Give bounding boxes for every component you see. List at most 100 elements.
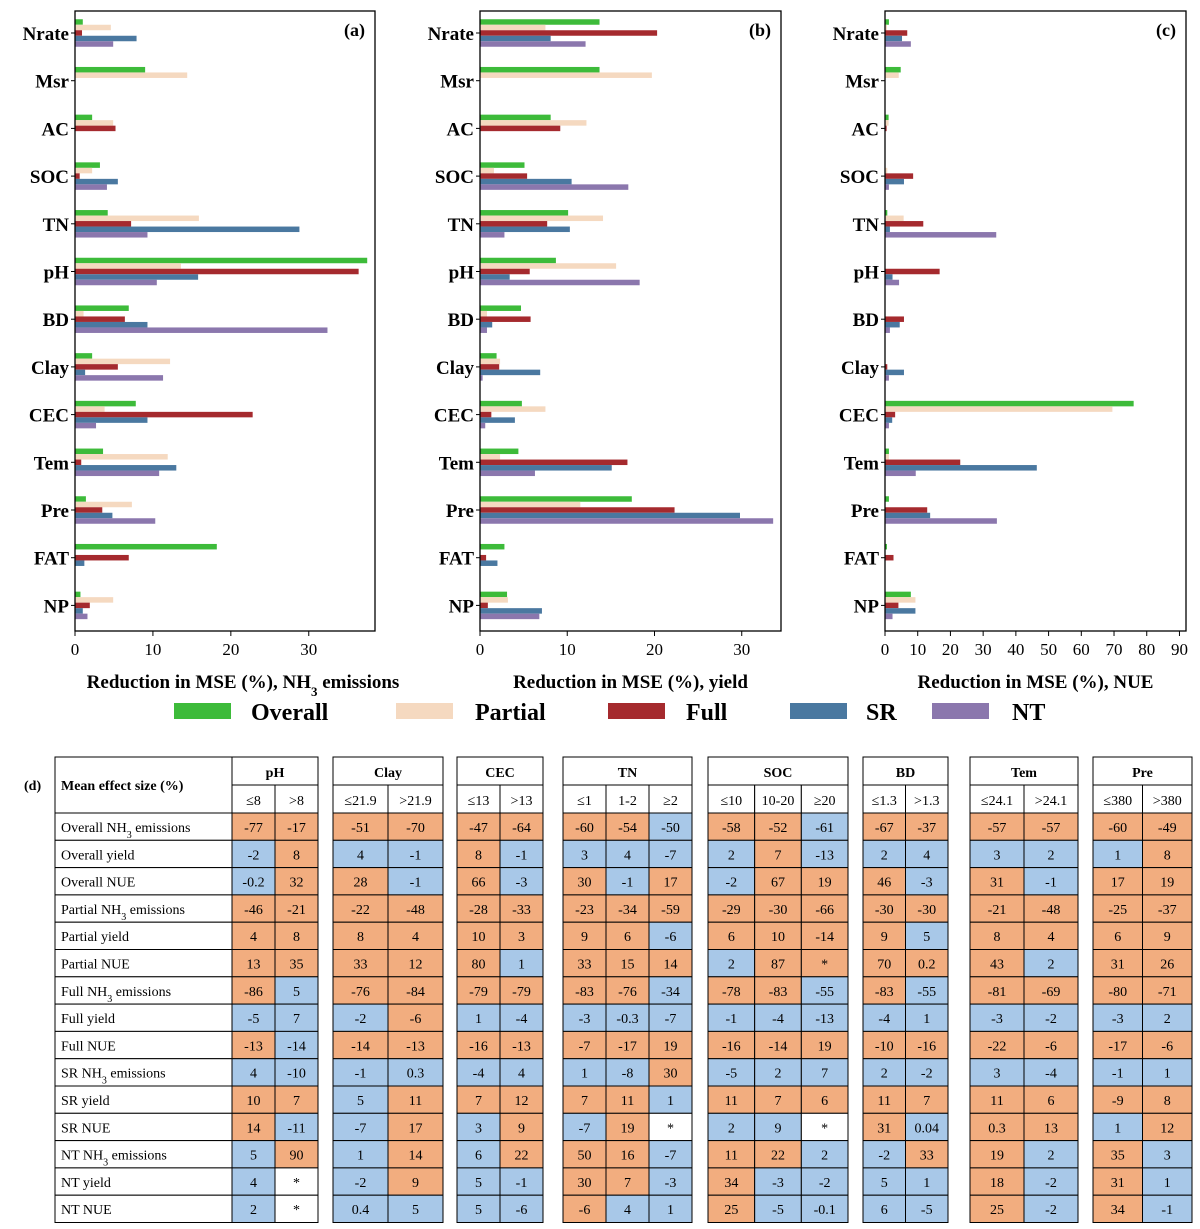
table-cell (1142, 1085, 1193, 1114)
table-cell-value: -5 (772, 1203, 784, 1218)
row-label-main: SR NH (61, 1067, 102, 1082)
table-cell-value: -10 (287, 1067, 306, 1082)
table-cell-value: 6 (821, 1094, 828, 1109)
group-header: pH (266, 766, 285, 781)
table-cell-value: 5 (250, 1149, 257, 1164)
bar-tn-overall (885, 210, 888, 216)
panel-c: Nrate Msr AC SOC TN pH BD Clay CEC Tem Pre FAT NP 0 10… (833, 10, 1188, 693)
bar-pre-overall (885, 496, 889, 502)
table-cell-value: 2 (1048, 958, 1055, 973)
table-cell-value: 3 (475, 1121, 482, 1136)
table-cell (754, 1030, 802, 1060)
bar-clay-overall (480, 353, 497, 359)
bar-soc-partial (480, 167, 494, 174)
bin-header: ≤10 (720, 794, 742, 809)
plot-frame (479, 10, 782, 632)
table-cell (754, 921, 802, 951)
table-cell (707, 1140, 756, 1169)
bar-bd-sr (480, 321, 493, 328)
x-tick-label: 50 (1040, 640, 1057, 659)
row-label-main: Overall NUE (61, 876, 135, 891)
bar-nrate-sr (480, 35, 551, 42)
row-label-main: SR NUE (61, 1121, 110, 1136)
table-cell (1092, 839, 1143, 869)
table-cell-value: 2 (728, 958, 735, 973)
table-cell (274, 1058, 319, 1087)
table-cell-value: 6 (1114, 930, 1121, 945)
table-cell (231, 1167, 276, 1196)
table-cell (862, 867, 906, 896)
table-cell-value: -49 (1158, 821, 1177, 836)
table-cell (456, 1167, 501, 1196)
table-cell-value: -4 (473, 1067, 485, 1082)
table-cell-value: -76 (351, 985, 370, 1000)
table-cell (231, 1030, 276, 1060)
row-label-main: NT NH (61, 1149, 103, 1164)
table-cell-value: * (293, 1176, 300, 1191)
table-cell (274, 1167, 319, 1196)
table-cell (707, 1112, 756, 1142)
bar-soc-sr (75, 178, 118, 185)
table-cell (387, 1140, 444, 1169)
bin-header-cell (969, 784, 1025, 814)
table-cell (231, 839, 276, 869)
bar-cec-full (75, 411, 253, 418)
bar-tem-nt (480, 470, 535, 477)
table-cell-value: -16 (917, 1039, 936, 1054)
table-group-tem: Tem≤24.1-57331-21843-81-3-223110.3191825… (969, 756, 1079, 1223)
table-cell (1023, 1112, 1079, 1142)
table-cell-value: -79 (469, 985, 488, 1000)
category-label: pH (44, 263, 70, 284)
bin-header: >24.1 (1035, 794, 1067, 809)
table-cell (1023, 1140, 1079, 1169)
bar-cec-overall (885, 400, 1134, 407)
table-cell-value: 17 (1111, 876, 1125, 891)
bin-header: >21.9 (399, 794, 431, 809)
table-cell (800, 867, 849, 896)
table-cell-value: 5 (475, 1203, 482, 1218)
table-cell-value: 11 (990, 1094, 1003, 1109)
bar-fat-overall (480, 543, 505, 550)
table-cell-value: -2 (355, 1176, 367, 1191)
bar-nrate-full (885, 30, 908, 36)
table-cell (605, 894, 650, 923)
table-cell-value: 33 (354, 958, 368, 973)
table-cell-value: 19 (621, 1121, 635, 1136)
table-cell (456, 949, 501, 978)
table-cell-value: 12 (1160, 1121, 1174, 1136)
category-label: SOC (435, 167, 474, 188)
table-cell-value: 9 (1164, 930, 1171, 945)
table-cell (707, 839, 756, 869)
table-cell (499, 1167, 544, 1196)
row-label-sub: 3 (127, 830, 132, 841)
table-cell-value: -6 (410, 1012, 422, 1027)
bar-pre-partial (75, 501, 132, 508)
table-cell (905, 894, 949, 923)
table-cell-value: 67 (771, 876, 785, 891)
table-cell (905, 1194, 949, 1223)
bar-clay-full (75, 364, 118, 370)
table-cell (456, 1112, 501, 1142)
legend-label-overall: Overall (251, 700, 329, 726)
bar-cec-nt (885, 422, 889, 429)
table-cell (905, 839, 949, 869)
bin-header-cell (648, 784, 693, 814)
table-cell-value: 5 (293, 985, 300, 1000)
table-cell (274, 867, 319, 896)
table-cell-value: 66 (472, 876, 486, 891)
table-cell-value: 19 (818, 876, 832, 891)
table-cell (274, 921, 319, 951)
bar-nrate-overall (480, 19, 600, 25)
row-label-main: Full yield (61, 1012, 115, 1027)
bar-bd-full (480, 316, 531, 322)
bin-header: >8 (289, 794, 304, 809)
table-cell-value: 17 (664, 876, 678, 891)
row-label: Partial NH3 emissions (61, 903, 185, 923)
table-cell-value: -1 (355, 1067, 367, 1082)
table-cell (231, 1140, 276, 1169)
bar-ac-overall (885, 114, 889, 121)
table-cell (800, 1085, 849, 1114)
category-label: SOC (840, 167, 879, 188)
bar-tem-overall (885, 448, 889, 455)
table-cell-value: 4 (518, 1067, 525, 1082)
